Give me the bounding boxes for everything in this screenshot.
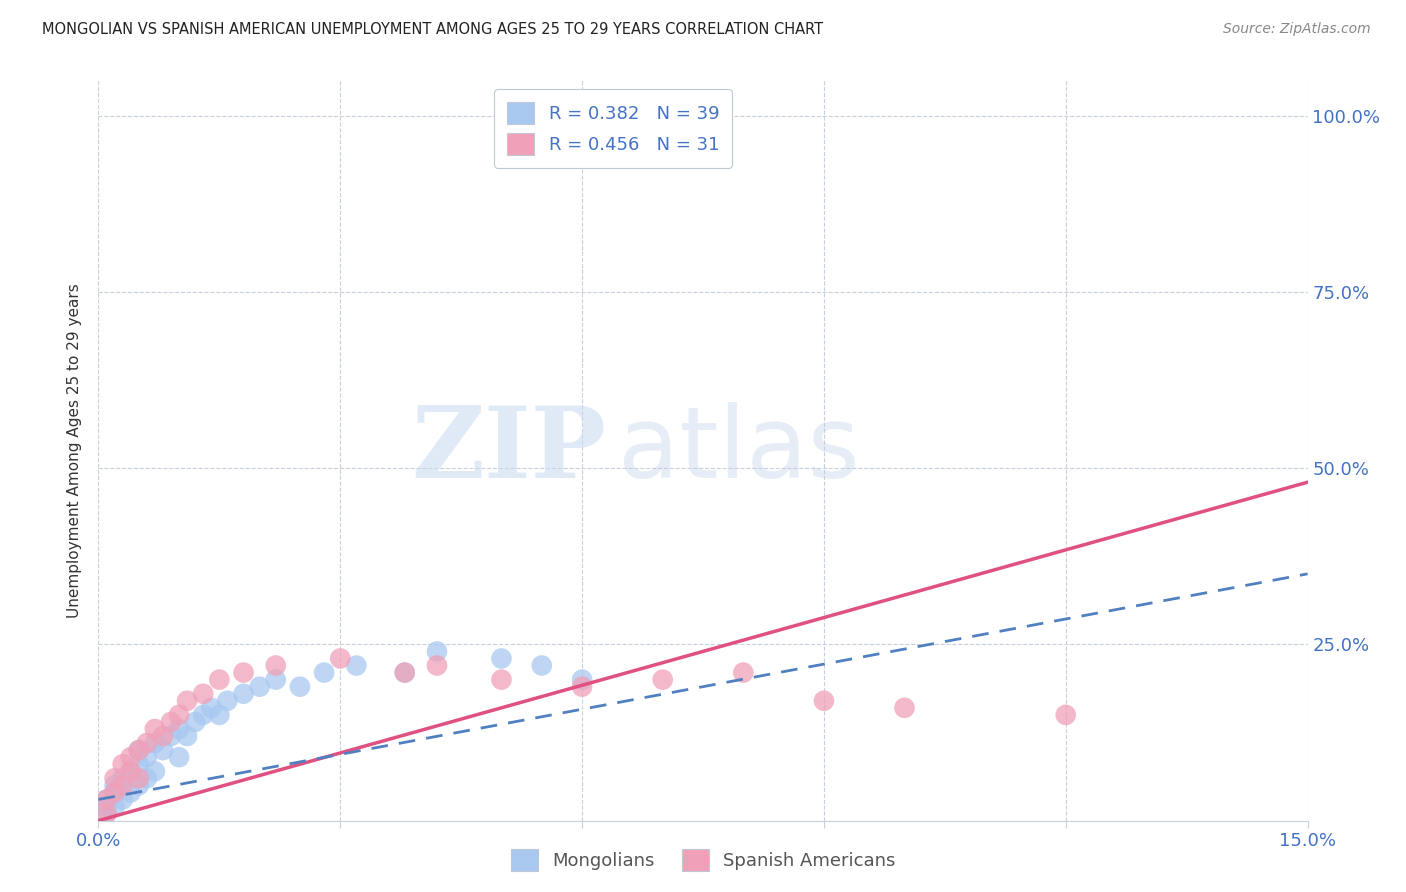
- Point: [143, 722, 166, 736]
- Point: [426, 644, 449, 658]
- Point: [111, 757, 134, 772]
- Point: [394, 665, 416, 680]
- Point: [184, 714, 207, 729]
- Point: [651, 673, 673, 687]
- Point: [128, 778, 150, 792]
- Point: [128, 772, 150, 786]
- Point: [733, 665, 755, 680]
- Point: [120, 750, 142, 764]
- Point: [314, 665, 336, 680]
- Text: MONGOLIAN VS SPANISH AMERICAN UNEMPLOYMENT AMONG AGES 25 TO 29 YEARS CORRELATION: MONGOLIAN VS SPANISH AMERICAN UNEMPLOYME…: [42, 22, 824, 37]
- Point: [1054, 707, 1077, 722]
- Point: [176, 729, 198, 743]
- Point: [193, 707, 215, 722]
- Point: [143, 764, 166, 779]
- Point: [651, 109, 673, 123]
- Point: [426, 658, 449, 673]
- Point: [96, 792, 118, 806]
- Point: [128, 743, 150, 757]
- Point: [813, 694, 835, 708]
- Point: [208, 673, 231, 687]
- Y-axis label: Unemployment Among Ages 25 to 29 years: Unemployment Among Ages 25 to 29 years: [67, 283, 83, 618]
- Text: ZIP: ZIP: [412, 402, 606, 499]
- Point: [120, 764, 142, 779]
- Point: [329, 651, 352, 665]
- Point: [167, 707, 190, 722]
- Text: atlas: atlas: [619, 402, 860, 499]
- Point: [135, 736, 157, 750]
- Point: [167, 722, 190, 736]
- Point: [264, 673, 287, 687]
- Legend: Mongolians, Spanish Americans: Mongolians, Spanish Americans: [503, 842, 903, 879]
- Point: [96, 806, 118, 821]
- Point: [103, 785, 125, 799]
- Text: Source: ZipAtlas.com: Source: ZipAtlas.com: [1223, 22, 1371, 37]
- Point: [208, 707, 231, 722]
- Point: [96, 792, 118, 806]
- Legend: R = 0.382   N = 39, R = 0.456   N = 31: R = 0.382 N = 39, R = 0.456 N = 31: [495, 89, 731, 168]
- Point: [893, 701, 915, 715]
- Point: [193, 687, 215, 701]
- Point: [120, 785, 142, 799]
- Point: [491, 673, 513, 687]
- Point: [249, 680, 271, 694]
- Point: [160, 714, 183, 729]
- Point: [394, 665, 416, 680]
- Point: [120, 764, 142, 779]
- Point: [217, 694, 239, 708]
- Point: [96, 799, 118, 814]
- Point: [135, 772, 157, 786]
- Point: [128, 757, 150, 772]
- Point: [232, 665, 254, 680]
- Point: [103, 785, 125, 799]
- Point: [111, 792, 134, 806]
- Point: [128, 743, 150, 757]
- Point: [344, 658, 367, 673]
- Point: [152, 743, 174, 757]
- Point: [111, 772, 134, 786]
- Point: [103, 778, 125, 792]
- Point: [232, 687, 254, 701]
- Point: [167, 750, 190, 764]
- Point: [135, 750, 157, 764]
- Point: [491, 651, 513, 665]
- Point: [103, 799, 125, 814]
- Point: [264, 658, 287, 673]
- Point: [111, 778, 134, 792]
- Point: [288, 680, 311, 694]
- Point: [571, 673, 593, 687]
- Point: [103, 772, 125, 786]
- Point: [176, 694, 198, 708]
- Point: [96, 806, 118, 821]
- Point: [200, 701, 222, 715]
- Point: [111, 778, 134, 792]
- Point: [143, 736, 166, 750]
- Point: [160, 729, 183, 743]
- Point: [530, 658, 553, 673]
- Point: [152, 729, 174, 743]
- Point: [571, 680, 593, 694]
